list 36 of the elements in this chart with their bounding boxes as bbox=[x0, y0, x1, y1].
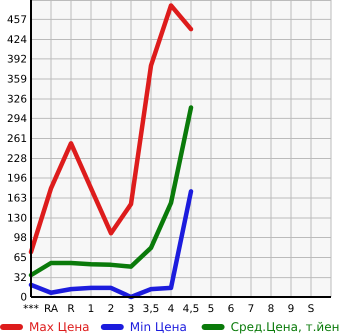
x-tick-label: 6 bbox=[228, 303, 235, 315]
y-tick-label: 196 bbox=[6, 172, 28, 185]
x-tick-label: 2 bbox=[108, 303, 114, 315]
x-tick-label: 1 bbox=[88, 303, 94, 315]
x-tick-label: *** bbox=[23, 303, 39, 315]
y-tick-label: 130 bbox=[6, 212, 27, 225]
x-tick-label: RA bbox=[44, 303, 59, 315]
y-tick-label: 294 bbox=[6, 113, 28, 126]
y-tick-label: 359 bbox=[6, 74, 27, 86]
y-tick-label: 0 bbox=[20, 292, 27, 304]
y-tick-label: 424 bbox=[6, 34, 28, 46]
line-series bbox=[28, 189, 194, 300]
x-tick-label: 4,5 bbox=[182, 303, 200, 315]
legend-label: Max Цена bbox=[29, 320, 90, 334]
x-tick-label: R bbox=[67, 303, 75, 315]
y-tick-label: 32 bbox=[14, 272, 27, 284]
y-tick-label: 457 bbox=[6, 14, 27, 26]
y-tick-label: 392 bbox=[6, 54, 27, 66]
x-tick-label: 7 bbox=[248, 303, 254, 315]
x-tick-label: 8 bbox=[268, 303, 274, 315]
x-tick-label: S bbox=[308, 303, 315, 315]
legend-label: Сред.Цена, т.йен bbox=[230, 320, 340, 334]
x-tick-label: 5 bbox=[208, 303, 214, 315]
legend-label: Min Цена bbox=[130, 320, 187, 334]
x-tick-label: 4 bbox=[168, 303, 175, 315]
y-tick-label: 228 bbox=[6, 153, 27, 166]
line-series bbox=[28, 3, 194, 254]
x-tick-label: 3 bbox=[128, 303, 134, 315]
y-tick-label: 98 bbox=[14, 232, 27, 244]
x-tick-label: 9 bbox=[288, 303, 294, 315]
y-tick-label: 261 bbox=[6, 133, 27, 146]
y-tick-label: 326 bbox=[6, 94, 28, 106]
x-tick-label: 3,5 bbox=[142, 303, 160, 315]
line-series bbox=[28, 105, 194, 278]
y-tick-label: 65 bbox=[14, 252, 27, 264]
y-tick-label: 163 bbox=[6, 192, 27, 205]
